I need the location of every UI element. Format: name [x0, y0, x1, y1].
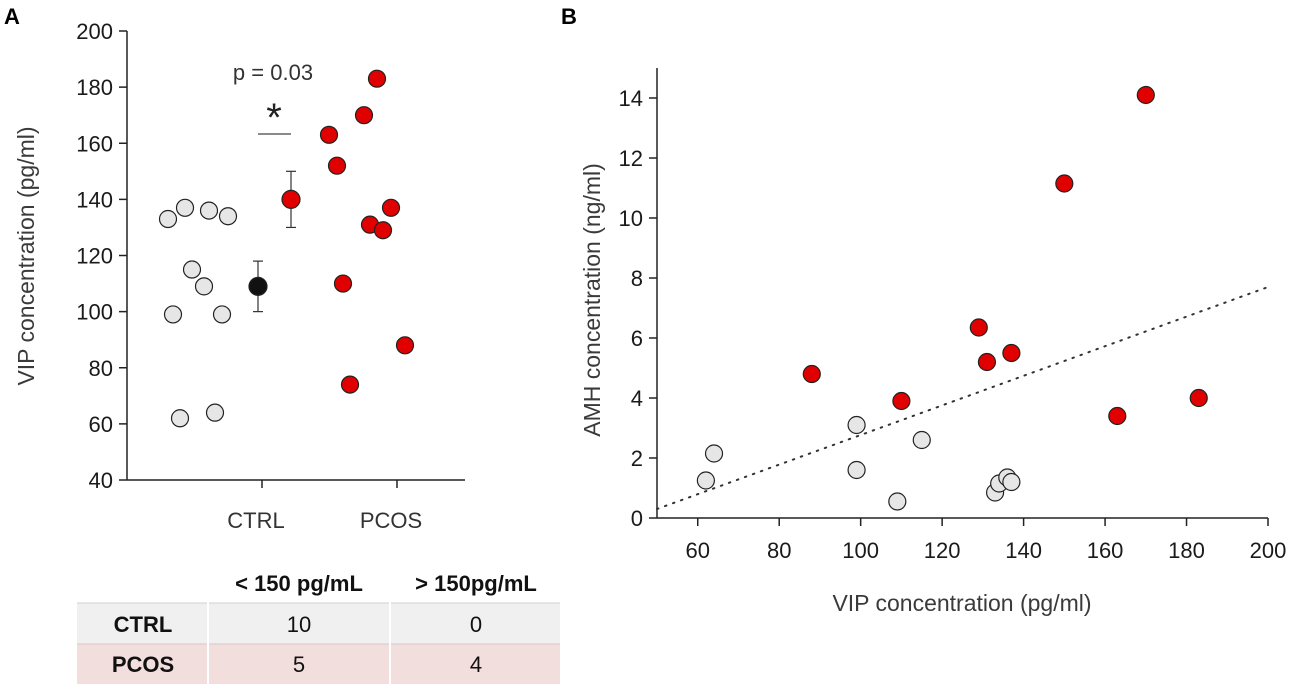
data-point-pcos: [395, 336, 415, 355]
data-point-pcos: [373, 221, 393, 240]
data-point-pcos: [367, 69, 387, 88]
x-tick-label: 140: [1005, 538, 1042, 563]
mean-point-ctrl: [248, 276, 268, 296]
x-tick-label: 200: [1250, 538, 1287, 563]
panel-b-ylabel: AMH concentration (ng/ml): [579, 163, 605, 437]
y-tick-label: 140: [76, 187, 113, 212]
x-tick-label: 160: [1087, 538, 1124, 563]
trend-line: [656, 286, 1269, 510]
category-label: CTRL: [227, 508, 284, 533]
y-tick-label: 14: [619, 86, 643, 111]
y-tick-label: 160: [76, 131, 113, 156]
data-point-pcos: [354, 106, 374, 125]
panel-a-ylabel: VIP concentration (pg/ml): [13, 126, 39, 385]
data-point-ctrl: [704, 444, 724, 463]
table-cell: 0: [470, 612, 482, 637]
data-point-ctrl: [1002, 472, 1021, 492]
table-row-label-pcos: PCOS: [112, 652, 174, 677]
data-point-ctrl: [163, 305, 183, 324]
data-point-pcos: [1136, 85, 1155, 105]
x-tick-label: 60: [685, 538, 709, 563]
panel-label-b: B: [561, 4, 577, 29]
panel-b-chart: 0 2 4 6 8 10 12 14 60 80 100 120 140 160 180 200 VIP c…: [579, 68, 1286, 616]
mean-point-pcos: [281, 189, 301, 209]
p-value-label: p = 0.03: [233, 60, 313, 85]
table-header-low: < 150 pg/mL: [235, 571, 363, 596]
x-tick-label: 180: [1168, 538, 1205, 563]
table-row-label-ctrl: CTRL: [114, 612, 173, 637]
data-point-pcos: [1055, 174, 1074, 193]
data-point-pcos: [977, 352, 997, 372]
data-point-pcos: [802, 364, 821, 384]
data-point-pcos: [1002, 343, 1021, 363]
data-point-ctrl: [212, 305, 232, 324]
y-tick-label: 8: [631, 266, 643, 291]
y-tick-label: 100: [76, 300, 113, 325]
threshold-table: < 150 pg/mL > 150pg/mL CTRL 10 0 PCOS 5 …: [77, 564, 560, 684]
table-row-pcos-bg: [77, 644, 560, 684]
y-tick-label: 4: [631, 386, 643, 411]
data-point-ctrl: [175, 198, 195, 217]
table-header-high: > 150pg/mL: [415, 571, 537, 596]
y-tick-label: 2: [631, 446, 643, 471]
y-tick-label: 60: [89, 412, 113, 437]
y-tick-label: 80: [89, 356, 113, 381]
data-point-pcos: [969, 318, 988, 337]
data-point-ctrl: [696, 471, 715, 490]
y-tick-label: 10: [619, 206, 643, 231]
y-tick-label: 6: [631, 326, 643, 351]
data-point-ctrl: [847, 415, 866, 435]
y-tick-label: 200: [76, 19, 113, 44]
y-tick-label: 40: [89, 468, 113, 493]
panel-b-xlabel: VIP concentration (pg/ml): [832, 590, 1091, 616]
data-point-ctrl: [912, 430, 931, 450]
data-point-ctrl: [218, 207, 238, 226]
x-tick-label: 120: [924, 538, 961, 563]
x-tick-label: 100: [842, 538, 879, 563]
data-point-pcos: [327, 156, 347, 175]
data-point-ctrl: [170, 409, 190, 428]
data-point-ctrl: [847, 460, 866, 480]
x-tick-label: 80: [767, 538, 791, 563]
data-point-ctrl: [199, 201, 219, 220]
data-point-pcos: [1108, 406, 1127, 426]
data-point-ctrl: [182, 260, 202, 279]
data-point-pcos: [319, 125, 339, 144]
table-row-ctrl-bg: [77, 603, 560, 644]
y-tick-label: 0: [631, 506, 643, 531]
table-cell: 5: [293, 652, 305, 677]
data-point-pcos: [1189, 388, 1208, 408]
data-point-ctrl: [888, 492, 907, 511]
panel-a-chart: 40 60 80 100 120 140 160 180 200 CTRL PCOS VIP co…: [13, 19, 465, 533]
panel-label-a: A: [4, 4, 20, 29]
table-cell: 4: [470, 652, 482, 677]
data-point-ctrl: [194, 277, 214, 296]
data-point-pcos: [340, 375, 360, 394]
category-label: PCOS: [360, 508, 422, 533]
y-tick-label: 120: [76, 244, 113, 269]
data-point-pcos: [381, 198, 401, 217]
data-point-pcos: [892, 391, 911, 411]
data-point-ctrl: [205, 403, 225, 422]
data-point-pcos: [333, 274, 353, 293]
table-cell: 10: [287, 612, 311, 637]
significance-star: *: [266, 96, 282, 140]
y-tick-label: 12: [619, 146, 643, 171]
y-tick-label: 180: [76, 75, 113, 100]
data-point-ctrl: [158, 209, 178, 229]
